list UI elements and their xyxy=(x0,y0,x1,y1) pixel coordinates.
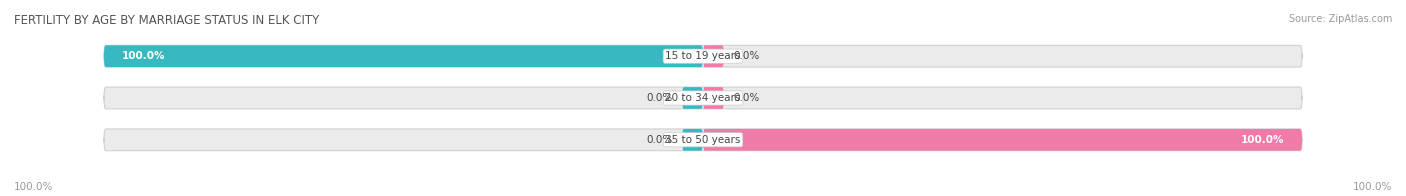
FancyBboxPatch shape xyxy=(104,129,1302,151)
FancyBboxPatch shape xyxy=(703,45,724,67)
Text: FERTILITY BY AGE BY MARRIAGE STATUS IN ELK CITY: FERTILITY BY AGE BY MARRIAGE STATUS IN E… xyxy=(14,14,319,27)
Text: Source: ZipAtlas.com: Source: ZipAtlas.com xyxy=(1288,14,1392,24)
Text: 0.0%: 0.0% xyxy=(647,93,673,103)
Text: 100.0%: 100.0% xyxy=(1240,135,1284,145)
Text: 0.0%: 0.0% xyxy=(647,135,673,145)
Text: 100.0%: 100.0% xyxy=(14,182,53,192)
FancyBboxPatch shape xyxy=(682,129,703,151)
Text: 100.0%: 100.0% xyxy=(122,51,166,61)
Text: 15 to 19 years: 15 to 19 years xyxy=(665,51,741,61)
Text: 0.0%: 0.0% xyxy=(733,51,759,61)
Text: 20 to 34 years: 20 to 34 years xyxy=(665,93,741,103)
Text: 0.0%: 0.0% xyxy=(733,93,759,103)
FancyBboxPatch shape xyxy=(703,129,1302,151)
FancyBboxPatch shape xyxy=(104,45,703,67)
FancyBboxPatch shape xyxy=(703,87,724,109)
Text: 100.0%: 100.0% xyxy=(1353,182,1392,192)
FancyBboxPatch shape xyxy=(104,45,1302,67)
FancyBboxPatch shape xyxy=(104,87,1302,109)
Text: 35 to 50 years: 35 to 50 years xyxy=(665,135,741,145)
FancyBboxPatch shape xyxy=(682,87,703,109)
